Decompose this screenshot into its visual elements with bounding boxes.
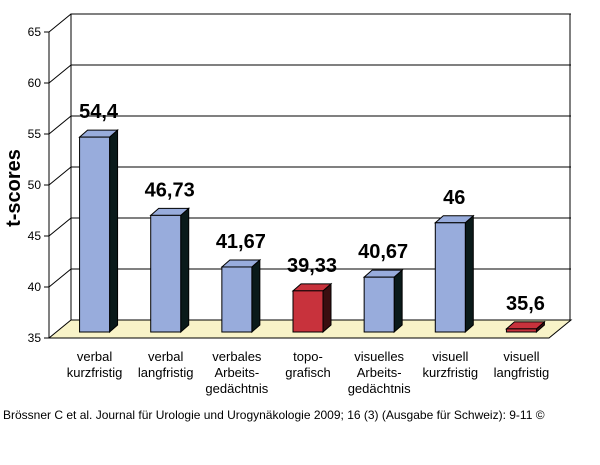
bar	[505, 320, 546, 334]
bar-front	[79, 136, 111, 333]
y-axis-label: t-scores	[3, 149, 25, 227]
bar-front	[363, 276, 395, 333]
bar-front	[150, 214, 182, 333]
bar	[220, 258, 262, 334]
category-labels: verbal kurzfristig verbal langfristig verbal…	[67, 349, 549, 396]
data-label: 40,67	[358, 241, 408, 263]
bar-side	[393, 269, 403, 334]
bars	[78, 129, 546, 334]
bar-side	[109, 129, 119, 334]
category-label: visuelles Arbeits-gedächtnis	[348, 349, 411, 396]
category-label: verbal langfristig	[138, 349, 194, 380]
y-tick-label: 40	[28, 280, 42, 294]
data-label: 35,6	[506, 293, 545, 315]
data-label: 41,67	[216, 231, 266, 253]
bar-front	[505, 328, 537, 333]
citation-text: Brössner C et al. Journal für Urologie u…	[3, 408, 545, 422]
category-label: visuell langfristig	[494, 349, 550, 380]
data-label: 46	[443, 187, 465, 209]
y-tick-label: 50	[28, 178, 42, 192]
y-tick-label: 35	[28, 331, 42, 345]
bar-front	[434, 222, 466, 333]
gridline-depth	[48, 217, 72, 237]
y-tick-label: 55	[28, 127, 42, 141]
bar	[433, 214, 475, 334]
data-label: 46,73	[145, 179, 195, 201]
bar-side	[322, 282, 332, 334]
category-label: visuell kurzfristig	[422, 349, 478, 380]
data-label: 54,4	[79, 101, 119, 123]
y-tick-label: 60	[28, 76, 42, 90]
gridline-depth	[48, 115, 72, 135]
y-tick-label: 45	[28, 229, 42, 243]
bar-front	[292, 290, 324, 333]
data-labels: 54,4 46,73 41,67 39,33 40,67 46 35,6	[79, 101, 545, 315]
category-label: topo-grafisch	[285, 349, 331, 380]
bar	[149, 207, 191, 334]
gridline-depth	[48, 13, 72, 33]
bar-front	[221, 266, 253, 333]
y-axis: 35 40 45 50 55 60 65	[28, 14, 72, 345]
bar-side	[180, 207, 190, 334]
category-label: verbal kurzfristig	[67, 349, 123, 380]
gridline-depth	[48, 166, 72, 186]
category-label: verbales Arbeits-gedächtnis	[205, 349, 268, 396]
gridline-depth	[48, 64, 72, 84]
data-label: 39,33	[287, 255, 337, 277]
gridline-depth	[48, 268, 72, 288]
bar	[78, 129, 119, 334]
bar-side	[251, 258, 261, 334]
bar	[362, 269, 404, 334]
bar	[291, 282, 333, 334]
bar-side	[464, 214, 474, 334]
y-tick-label: 65	[28, 25, 42, 39]
